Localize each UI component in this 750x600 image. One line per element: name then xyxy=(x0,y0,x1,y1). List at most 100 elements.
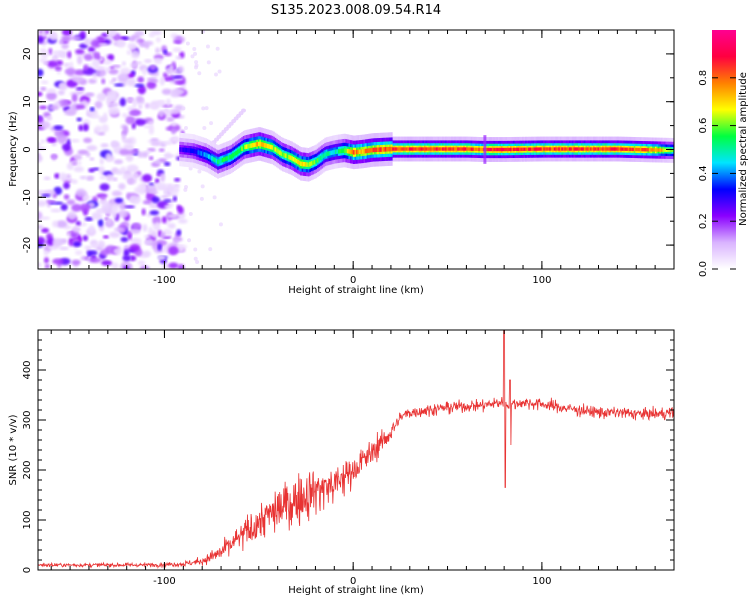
snr-ylabel: SNR (10 * v/v) xyxy=(8,414,19,485)
ridge-cell xyxy=(324,152,327,157)
ridge-cell xyxy=(602,147,604,151)
ridge-cell xyxy=(573,147,576,151)
noise-blob xyxy=(39,57,48,63)
ridge-cell xyxy=(233,151,236,157)
noise-blob xyxy=(206,60,211,65)
ridge-cell xyxy=(292,156,295,162)
ridge-cell xyxy=(571,147,574,151)
ridge-cell xyxy=(189,148,192,153)
noise-blob xyxy=(190,54,195,59)
ridge-cell xyxy=(422,147,425,151)
noise-blob xyxy=(61,43,69,50)
ridge-cell xyxy=(380,147,383,152)
noise-blob xyxy=(125,153,134,162)
ridge-cell xyxy=(464,147,467,151)
noise-blob xyxy=(111,204,119,213)
ridge-cell xyxy=(525,147,527,151)
ridge-cell xyxy=(651,148,654,152)
ridge-cell xyxy=(648,148,651,152)
ridge-cell xyxy=(636,147,639,152)
ridge-cell xyxy=(342,148,345,153)
noise-blob xyxy=(87,46,96,53)
ridge-cell xyxy=(410,147,413,151)
ridge-cell xyxy=(577,147,580,151)
ridge-cell xyxy=(401,147,404,151)
noise-blob xyxy=(131,34,141,39)
noise-blob xyxy=(193,256,198,261)
noise-blob xyxy=(121,113,128,118)
ridge-cell xyxy=(437,147,440,151)
ridge-cell xyxy=(386,146,389,152)
noise-blob xyxy=(193,51,198,56)
ridge-cell xyxy=(657,148,660,152)
ridge-cell xyxy=(460,147,463,151)
ridge-cell xyxy=(580,147,583,151)
ridge-cell xyxy=(600,147,603,151)
ridge-cell xyxy=(497,147,500,152)
ridge-cell xyxy=(476,147,479,152)
noise-blob xyxy=(187,238,192,243)
ridge-cell xyxy=(429,147,432,151)
noise-blob xyxy=(117,210,129,218)
noise-blob xyxy=(50,208,62,213)
ridge-cell xyxy=(283,152,286,158)
ridge-cell xyxy=(319,155,322,161)
ridge-cell xyxy=(549,147,552,151)
ridge-cell xyxy=(576,147,579,151)
colorbar-tick-label: 0.2 xyxy=(698,213,709,229)
noise-blob xyxy=(69,35,82,41)
ridge-cell xyxy=(194,149,197,154)
ridge-cell xyxy=(328,150,331,156)
noise-blob xyxy=(61,30,72,36)
noise-blob xyxy=(105,173,114,182)
noise-blob xyxy=(105,67,111,72)
noise-blob xyxy=(91,211,103,220)
ridge-cell xyxy=(195,149,198,155)
noise-blob xyxy=(192,46,197,51)
noise-blob xyxy=(79,175,88,180)
noise-blob xyxy=(102,235,110,239)
ridge-cell xyxy=(221,157,224,163)
ridge-cell xyxy=(466,147,469,151)
noise-blob xyxy=(92,72,98,80)
noise-blob xyxy=(47,60,59,68)
ridge-cell xyxy=(188,148,191,153)
noise-blob xyxy=(74,69,86,76)
noise-blob xyxy=(188,211,193,216)
noise-blob xyxy=(97,218,104,227)
noise-blob xyxy=(161,88,172,95)
noise-blob xyxy=(114,197,124,204)
noise-blob xyxy=(137,76,145,83)
ridge-cell xyxy=(372,147,375,153)
ridge-cell xyxy=(647,148,650,152)
ridge-cell xyxy=(211,156,213,161)
noise-blob xyxy=(162,216,167,224)
ridge-cell xyxy=(667,148,669,152)
noise-blob xyxy=(119,97,126,107)
noise-blob xyxy=(129,243,141,251)
noise-blob xyxy=(45,91,57,101)
ridge-cell xyxy=(620,147,623,151)
ridge-cell xyxy=(354,149,357,155)
ridge-cell xyxy=(399,147,402,151)
noise-blob xyxy=(84,216,94,222)
ridge-cell xyxy=(538,147,541,151)
noise-blob xyxy=(112,177,118,182)
noise-blob xyxy=(78,124,84,132)
ridge-cell xyxy=(624,147,627,151)
noise-blob xyxy=(129,195,141,205)
ridge-cell xyxy=(615,147,618,151)
noise-blob xyxy=(86,175,95,181)
noise-blob xyxy=(171,136,180,142)
noise-blob xyxy=(38,105,48,110)
ridge-cell xyxy=(565,147,568,151)
ridge-cell xyxy=(274,147,277,152)
ridge-cell xyxy=(653,148,656,152)
ridge-cell xyxy=(513,147,515,152)
noise-blob xyxy=(126,150,138,155)
ridge-cell xyxy=(660,148,663,152)
noise-blob xyxy=(88,225,95,234)
ridge-cell xyxy=(505,147,508,152)
noise-blob xyxy=(171,127,176,135)
noise-blob xyxy=(194,63,199,68)
